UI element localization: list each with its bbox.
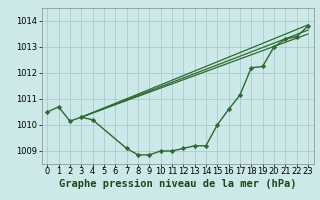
X-axis label: Graphe pression niveau de la mer (hPa): Graphe pression niveau de la mer (hPa) [59,179,296,189]
